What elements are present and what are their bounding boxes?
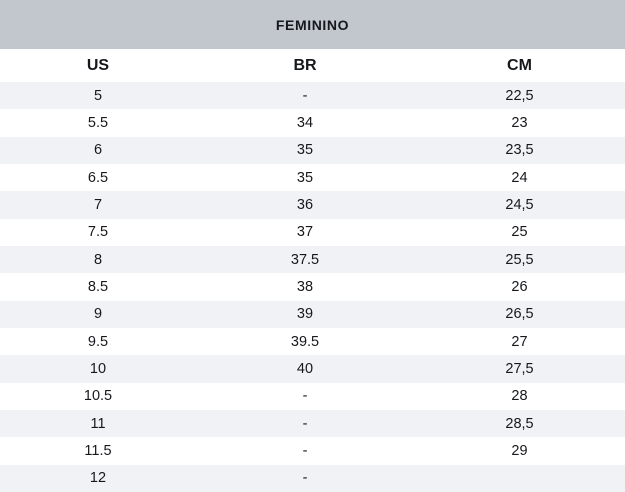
- cell-cm: 26,5: [505, 306, 534, 323]
- cell-cm: 28,5: [505, 415, 534, 432]
- table-row: 8 37.5 25,5: [0, 245, 625, 274]
- cell-cm: 26: [511, 278, 528, 295]
- cell-br: -: [302, 87, 308, 104]
- cell-cm: 28: [511, 388, 528, 405]
- cell-cm: 27: [511, 333, 528, 350]
- cell-us: 7.5: [87, 224, 109, 241]
- cell-us: 11.5: [84, 442, 112, 459]
- cell-br: -: [302, 442, 308, 459]
- cell-br: 38: [296, 278, 314, 295]
- cell-cm: 25: [511, 224, 528, 241]
- cell-br: 37.5: [290, 251, 320, 268]
- table-row: 5.5 34 23: [0, 109, 625, 137]
- column-header-br: BR: [196, 49, 414, 82]
- table-row: 7 36 24,5: [0, 191, 625, 219]
- cell-br: 39.5: [290, 333, 320, 350]
- cell-cm: 23: [511, 114, 528, 131]
- size-table-body: 5 - 22,5 5.5 34 23 6 35 23,5 6.5 35 24 7…: [0, 82, 625, 492]
- header-row: US BR CM: [0, 49, 625, 82]
- cell-us: 10: [89, 360, 107, 377]
- table-row: 6 35 23,5: [0, 136, 625, 164]
- cell-cm: 24,5: [505, 196, 534, 213]
- size-table: US BR CM 5 - 22,5 5.5 34 23 6 35 23,5 6.…: [0, 49, 625, 492]
- cell-cm: 27,5: [505, 360, 534, 377]
- cell-br: 39: [296, 306, 314, 323]
- cell-br: -: [302, 388, 308, 405]
- cell-us: 11: [90, 415, 106, 432]
- cell-us: 9.5: [87, 333, 109, 350]
- cell-cm: 23,5: [505, 142, 534, 159]
- cell-us: 8.5: [87, 278, 109, 295]
- cell-cm: [414, 465, 625, 492]
- cell-us: 6.5: [87, 169, 109, 186]
- cell-cm: 25,5: [505, 251, 534, 268]
- cell-cm: 22,5: [505, 87, 534, 104]
- size-table-header: US BR CM: [0, 49, 625, 82]
- cell-br: -: [302, 415, 308, 432]
- table-row: 7.5 37 25: [0, 218, 625, 246]
- table-row: 12 -: [0, 464, 625, 492]
- cell-us: 7: [93, 196, 103, 213]
- table-row: 9.5 39.5 27: [0, 327, 625, 356]
- table-row: 8.5 38 26: [0, 273, 625, 301]
- cell-us: 6: [93, 142, 103, 159]
- cell-br: -: [302, 470, 308, 487]
- cell-us: 5.5: [87, 114, 109, 131]
- cell-br: 40: [296, 360, 314, 377]
- table-row: 6.5 35 24: [0, 163, 625, 192]
- table-row: 5 - 22,5: [0, 82, 625, 110]
- table-row: 11.5 - 29: [0, 437, 625, 465]
- column-header-cm: CM: [414, 49, 625, 82]
- column-header-us: US: [0, 49, 196, 82]
- cell-br: 35: [296, 142, 314, 159]
- cell-us: 12: [89, 470, 107, 487]
- table-row: 10 40 27,5: [0, 355, 625, 383]
- table-row: 10.5 - 28: [0, 382, 625, 410]
- cell-br: 34: [296, 114, 314, 131]
- cell-br: 37: [296, 224, 314, 241]
- table-title: FEMININO: [275, 16, 350, 33]
- cell-us: 5: [93, 87, 103, 104]
- cell-cm: 24: [511, 169, 528, 186]
- table-row: 11 - 28,5: [0, 409, 625, 438]
- cell-us: 10.5: [83, 388, 113, 405]
- cell-br: 36: [296, 196, 314, 213]
- cell-cm: 29: [511, 442, 528, 459]
- cell-br: 35: [296, 169, 314, 186]
- cell-us: 9: [93, 306, 103, 323]
- table-title-bar: FEMININO: [0, 0, 625, 49]
- cell-us: 8: [93, 251, 103, 268]
- table-row: 9 39 26,5: [0, 300, 625, 328]
